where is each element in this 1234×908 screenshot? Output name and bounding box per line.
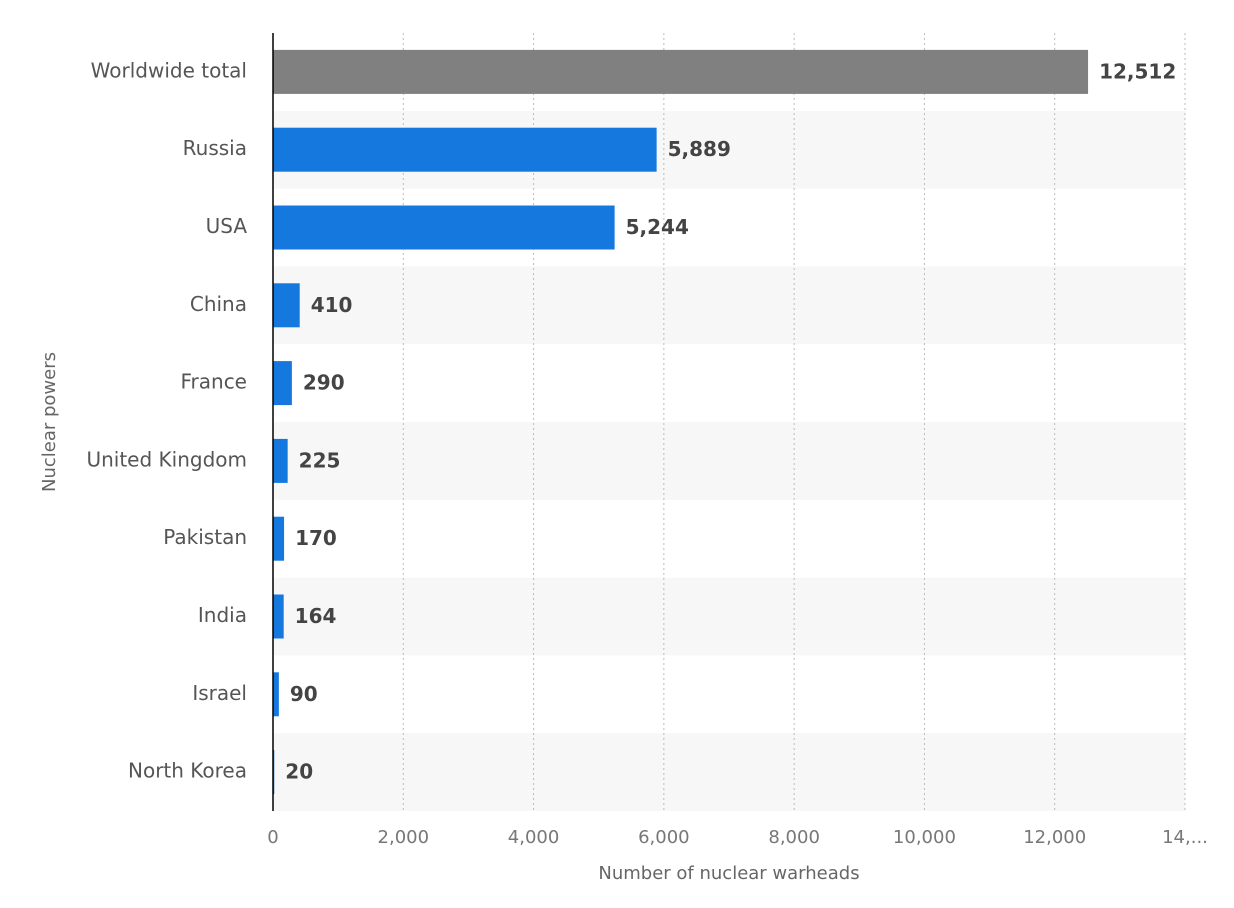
y-tick-label: France — [180, 370, 247, 394]
x-tick-label: 12,000 — [1023, 827, 1086, 848]
y-tick-label: Pakistan — [163, 525, 247, 549]
row-band — [273, 422, 1185, 500]
value-label: 225 — [299, 448, 341, 472]
x-tick-label: 10,000 — [893, 827, 956, 848]
value-label: 290 — [303, 371, 345, 395]
bar — [273, 594, 284, 639]
value-label: 410 — [311, 293, 353, 317]
bar — [273, 672, 279, 717]
y-tick-label: Worldwide total — [91, 58, 247, 82]
x-tick-label: 4,000 — [508, 827, 560, 848]
x-tick-label: 0 — [267, 827, 278, 848]
value-label: 90 — [290, 682, 318, 706]
y-tick-label: USA — [206, 214, 248, 238]
bar — [273, 361, 292, 406]
bar — [273, 438, 288, 483]
x-tick-label: 8,000 — [768, 827, 820, 848]
y-tick-label: India — [198, 603, 247, 627]
row-band — [273, 577, 1185, 656]
value-label: 12,512 — [1099, 59, 1176, 83]
x-tick-label: 6,000 — [638, 827, 690, 848]
value-label: 164 — [295, 604, 337, 628]
x-axis-title: Number of nuclear warheads — [598, 863, 859, 884]
value-label: 5,244 — [626, 215, 689, 239]
y-tick-label: China — [190, 292, 247, 316]
value-label: 5,889 — [668, 137, 731, 161]
bar — [273, 516, 285, 561]
bar — [273, 49, 1089, 94]
bar — [273, 205, 615, 250]
y-tick-label: Israel — [192, 681, 247, 705]
x-tick-label: 14,... — [1162, 827, 1208, 848]
row-band — [273, 733, 1185, 811]
y-tick-label: United Kingdom — [86, 447, 247, 471]
y-tick-label: Russia — [183, 136, 247, 160]
y-tick-label: North Korea — [128, 759, 247, 783]
value-label: 170 — [295, 526, 337, 550]
y-axis-title: Nuclear powers — [39, 352, 60, 492]
bar — [273, 283, 300, 328]
x-tick-label: 2,000 — [378, 827, 430, 848]
value-label: 20 — [285, 760, 313, 784]
bar — [273, 127, 657, 172]
row-band — [273, 266, 1185, 345]
